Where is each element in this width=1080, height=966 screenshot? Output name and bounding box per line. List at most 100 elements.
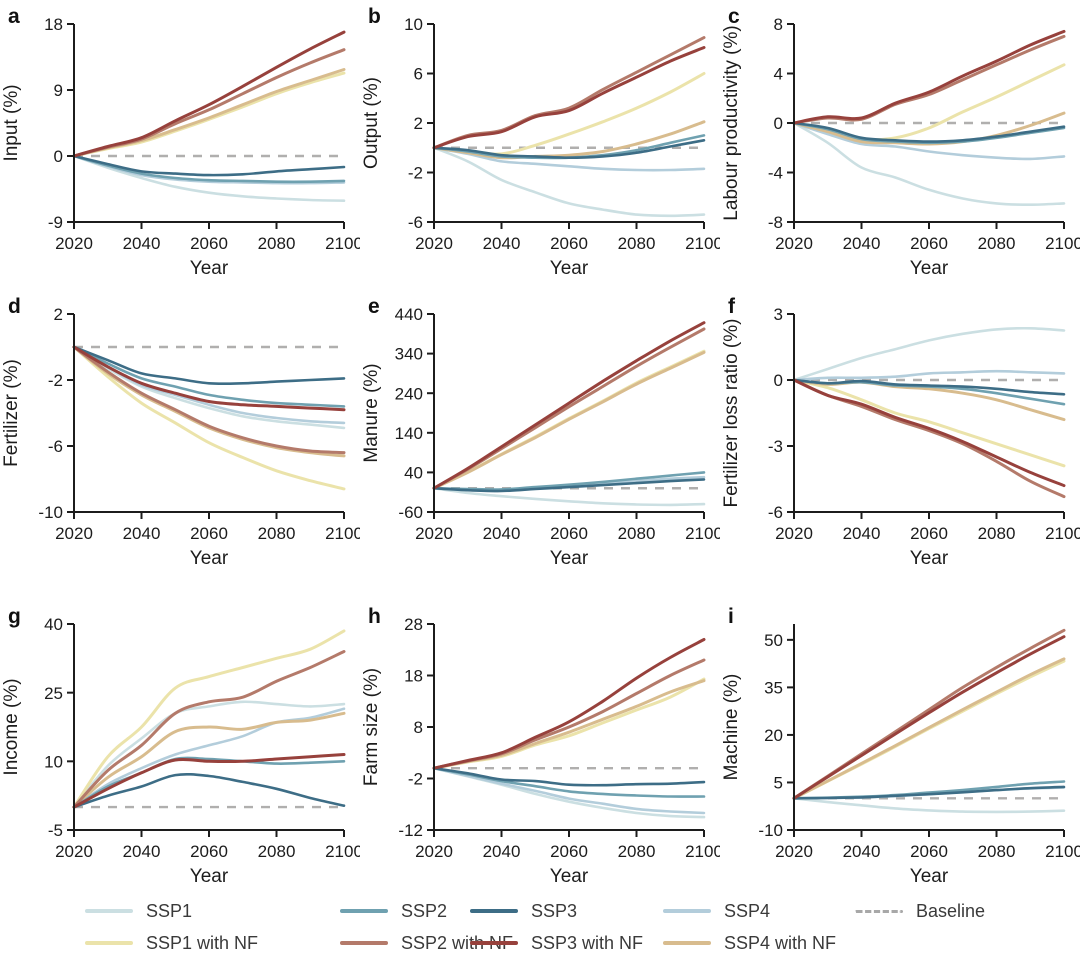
series-line-SSP4 — [792, 121, 1066, 161]
series-line-SSP3-with-NF — [72, 753, 346, 809]
panel-e: e 440 340 240 140 40 -60 2020 2040 2060 2080 2100 Ma… — [360, 290, 723, 580]
series-line-SSP4-with-NF — [72, 68, 346, 158]
panel-letter-g: g — [8, 605, 21, 628]
series-line-SSP4 — [72, 707, 346, 809]
panel-letter-i: i — [728, 605, 734, 628]
x-tick-label: 2080 — [258, 524, 296, 543]
panel-letter-f: f — [728, 295, 735, 318]
y-tick-label: 440 — [395, 305, 423, 324]
y-tick-label: 5 — [774, 774, 783, 793]
y-tick-label: 28 — [404, 615, 423, 634]
chart-c: 8 4 0 -4 -8 2020 2040 2060 2080 2100 Labour produc… — [721, 15, 1080, 279]
chart-h: 28 18 8 -2 -12 2020 2040 2060 2080 2100 Farm size … — [361, 615, 723, 887]
y-tick-label: -6 — [768, 503, 783, 522]
y-axis-title: Machine (%) — [721, 674, 742, 781]
x-tick-label: 2040 — [483, 524, 521, 543]
chart-d: 2 -2 -6 -10 2020 2040 2060 2080 2100 Fertilizer (… — [1, 305, 363, 569]
x-axis-title: Year — [190, 258, 229, 279]
legend-item-ssp4-with-nf: SSP4 with NF — [663, 932, 836, 954]
x-tick-label: 2020 — [55, 842, 93, 861]
panel-c: c 8 4 0 -4 -8 2020 2040 2060 2080 2100 Labour produ… — [720, 0, 1080, 290]
series-line-SSP3 — [432, 766, 706, 787]
panel-g: g 40 25 10 -5 2020 2040 2060 2080 2100 Income (%) Y… — [0, 580, 363, 890]
x-tick-label: 2020 — [415, 842, 453, 861]
x-tick-label: 2060 — [550, 524, 588, 543]
x-axis-title: Year — [910, 866, 949, 887]
series-line-SSP4-with-NF — [432, 679, 706, 770]
x-tick-label: 2040 — [843, 234, 881, 253]
legend-label: SSP3 — [531, 900, 578, 921]
x-tick-label: 2040 — [123, 524, 161, 543]
y-tick-label: 0 — [774, 371, 783, 390]
y-tick-label: -8 — [768, 213, 783, 232]
figure-legend: SSP1 SSP2 SSP3 SSP4 Baseline SSP1 with NF SSP2… — [0, 890, 1080, 966]
x-tick-label: 2080 — [618, 524, 656, 543]
y-tick-label: -2 — [408, 770, 423, 789]
x-tick-label: 2040 — [123, 234, 161, 253]
series-line-SSP4 — [72, 345, 346, 425]
series-line-SSP3 — [432, 478, 706, 493]
y-axis-title: Fertilizer loss ratio (%) — [721, 319, 742, 508]
y-tick-label: -10 — [758, 821, 783, 840]
x-tick-label: 2100 — [685, 524, 720, 543]
y-axis-title: Output (%) — [361, 77, 382, 169]
y-tick-label: 10 — [44, 752, 63, 771]
series-line-SSP1 — [72, 345, 346, 430]
x-tick-label: 2040 — [483, 842, 521, 861]
series-line-SSP2-with-NF — [72, 650, 346, 809]
x-tick-label: 2060 — [910, 842, 948, 861]
series-line-SSP2-with-NF — [432, 658, 706, 770]
legend-item-baseline: Baseline — [855, 900, 985, 922]
axes — [433, 24, 704, 223]
legend-label: SSP1 — [146, 900, 193, 921]
x-tick-label: 2040 — [483, 234, 521, 253]
series-line-SSP4 — [432, 146, 706, 172]
x-tick-label: 2020 — [775, 842, 813, 861]
y-tick-label: 240 — [395, 384, 423, 403]
panel-letter-h: h — [368, 605, 381, 628]
x-tick-label: 2100 — [1045, 524, 1080, 543]
y-tick-label: 50 — [764, 631, 783, 650]
y-tick-label: 2 — [54, 305, 63, 324]
y-tick-label: -60 — [398, 503, 423, 522]
y-tick-label: -2 — [48, 371, 63, 390]
series-line-SSP2-with-NF — [432, 36, 706, 150]
y-tick-label: -10 — [38, 503, 63, 522]
y-tick-label: -3 — [768, 437, 783, 456]
series-line-SSP2 — [72, 154, 346, 184]
series-line-SSP3 — [792, 785, 1066, 800]
x-tick-label: 2020 — [775, 524, 813, 543]
series-line-SSP1 — [72, 154, 346, 202]
series-line-SSP1 — [72, 700, 346, 809]
series-line-SSP3 — [792, 121, 1066, 143]
y-tick-label: 9 — [54, 81, 63, 100]
chart-grid: a 18 9 0 -9 2020 2040 2060 2080 2100 Input (%) Year… — [0, 0, 1080, 890]
series-line-SSP3-with-NF — [72, 30, 346, 158]
series-line-SSP2 — [432, 766, 706, 798]
series-line-SSP1-with-NF — [432, 677, 706, 770]
legend-item-ssp4: SSP4 — [663, 900, 770, 922]
chart-b: 10 6 2 -2 -6 2020 2040 2060 2080 2100 Output (%) Ye… — [361, 15, 723, 279]
x-tick-label: 2020 — [55, 524, 93, 543]
x-tick-label: 2040 — [123, 842, 161, 861]
x-tick-label: 2100 — [1045, 842, 1080, 861]
x-tick-label: 2060 — [550, 842, 588, 861]
series-line-SSP2 — [72, 756, 346, 809]
x-tick-label: 2100 — [685, 234, 720, 253]
series-line-SSP3-with-NF — [792, 29, 1066, 125]
x-axis-title: Year — [910, 548, 949, 569]
x-tick-label: 2060 — [190, 842, 228, 861]
y-tick-label: -12 — [398, 821, 423, 840]
x-tick-label: 2100 — [325, 524, 360, 543]
x-tick-label: 2080 — [618, 234, 656, 253]
legend-label: SSP4 with NF — [724, 932, 837, 953]
y-tick-label: 2 — [414, 114, 423, 133]
x-tick-label: 2100 — [685, 842, 720, 861]
y-tick-label: 20 — [764, 726, 783, 745]
series-line-SSP4-with-NF — [72, 711, 346, 809]
y-tick-label: -6 — [408, 213, 423, 232]
panel-letter-b: b — [368, 5, 381, 28]
y-axis-title: Fertilizer (%) — [1, 359, 22, 467]
legend-line-icon — [470, 941, 518, 945]
